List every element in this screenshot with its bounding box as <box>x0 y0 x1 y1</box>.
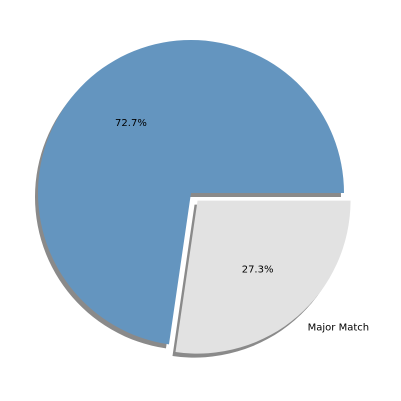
pie-percent-label: 27.3% <box>242 264 274 275</box>
pie-percent-label: 72.7% <box>115 118 147 129</box>
pie-category-label: Major Match <box>308 322 369 333</box>
